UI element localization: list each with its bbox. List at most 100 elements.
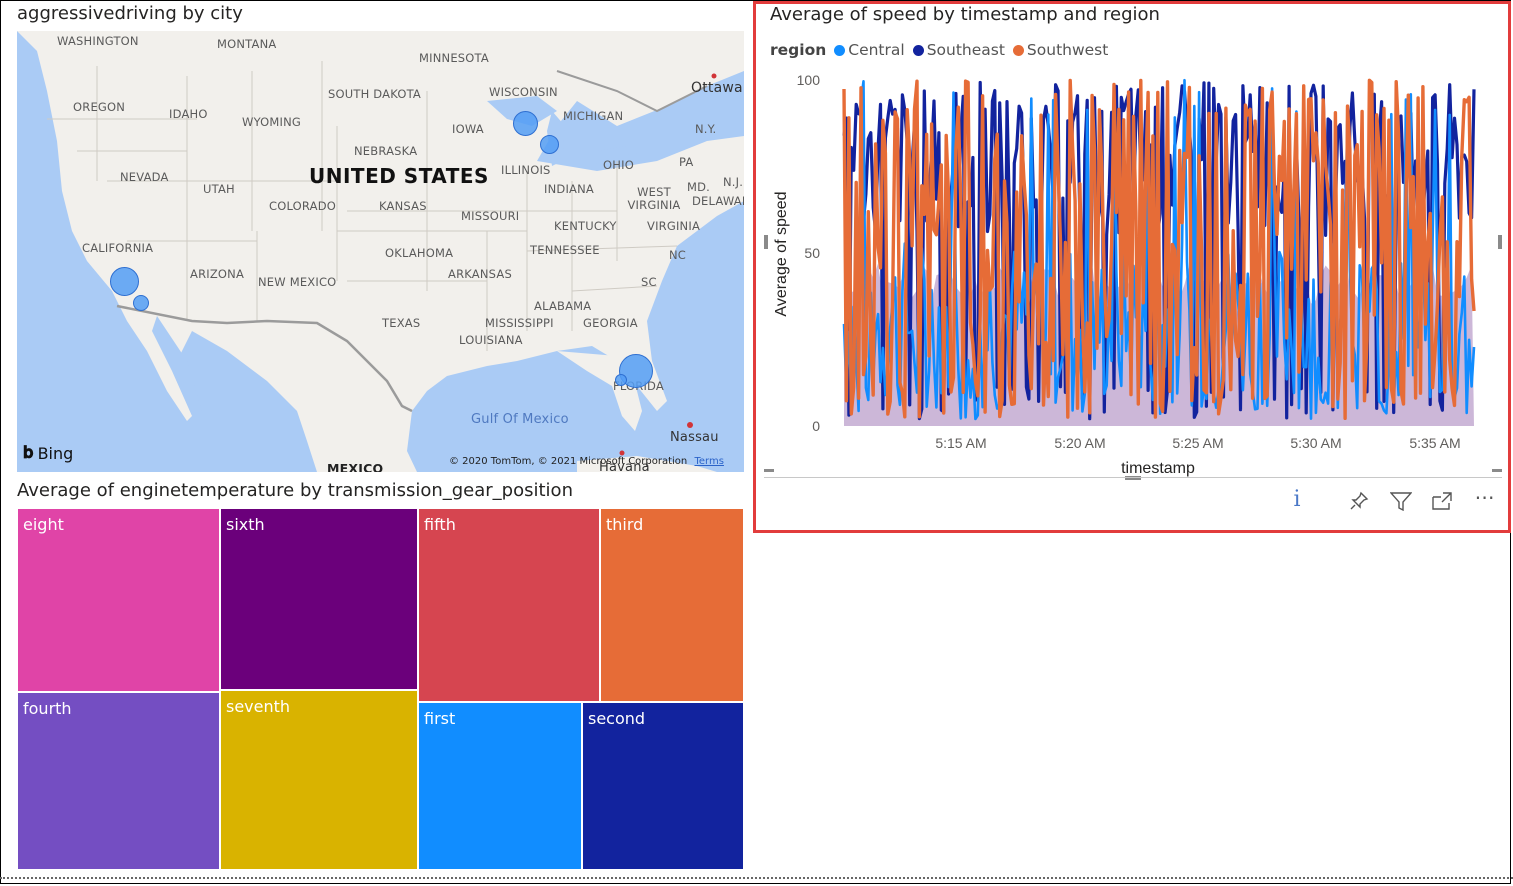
x-tick-label: 5:35 AM [1409,435,1460,451]
label-west-virginia: WEST VIRGINIA [627,185,681,212]
legend-item-southeast[interactable]: Southeast [912,41,1005,59]
x-tick-label: 5:15 AM [935,435,986,451]
legend-dot [912,44,924,56]
label-md: MD. [687,180,711,194]
treemap-label: eight [23,515,64,534]
treemap-cell-first[interactable]: first [418,702,582,870]
legend-label: Southwest [1026,41,1109,59]
legend-item-southwest[interactable]: Southwest [1012,41,1109,59]
treemap-cell-seventh[interactable]: seventh [220,690,418,870]
treemap-cell-eight[interactable]: eight [17,508,220,692]
label-alabama: ALABAMA [534,299,592,313]
treemap-label: first [424,709,456,728]
terms-link[interactable]: Terms [694,456,724,467]
map-visual[interactable]: WASHINGTON MONTANA MINNESOTA WISCONSIN O… [17,31,744,472]
label-illinois: ILLINOIS [501,163,551,177]
label-montana: MONTANA [217,37,277,51]
label-wyoming: WYOMING [242,115,302,129]
chart-title: Average of speed by timestamp and region [770,4,1160,25]
label-mexico: MEXICO [327,461,384,472]
filter-icon[interactable] [1388,488,1414,514]
chart-legend: region Central Southeast Southwest [770,41,1116,59]
y-tick-label: 100 [797,72,821,88]
label-mississippi: MISSISSIPPI [485,316,554,330]
label-california: CALIFORNIA [82,241,154,255]
pin-icon[interactable] [1346,488,1372,514]
city-bubble-fort-lauderdale[interactable] [615,374,627,386]
label-delaware: DELAWARE [692,194,744,208]
label-united-states: UNITED STATES [309,164,489,188]
x-tick-label: 5:20 AM [1054,435,1105,451]
treemap-label: third [606,515,644,534]
label-minnesota: MINNESOTA [419,51,489,65]
x-axis-title: timestamp [1121,460,1195,477]
treemap-visual: eight sixth fifth third fourth seventh f… [17,508,744,870]
city-bubble-los-angeles[interactable] [110,267,139,296]
chart-plot: 0 50 100 5:15 AM 5:20 AM 5:25 AM 5:30 AM 5:35 A… [773,72,1476,477]
label-nassau: Nassau [670,430,719,445]
legend-item-central[interactable]: Central [834,41,905,59]
label-pa: PA [679,155,694,169]
label-virginia: VIRGINIA [647,219,701,233]
label-nebraska: NEBRASKA [354,144,418,158]
label-ohio: OHIO [603,158,634,172]
x-tick-label: 5:25 AM [1172,435,1223,451]
label-ottawa: Ottawa [691,80,743,96]
legend-title: region [770,41,827,59]
more-options-icon[interactable]: ⋯ [1474,485,1496,509]
label-tennessee: TENNESSEE [530,243,600,257]
city-bubble-milwaukee[interactable] [513,111,538,136]
resize-handle-left[interactable] [764,235,768,249]
resize-handle-bottom[interactable] [1125,476,1141,480]
treemap-cell-second[interactable]: second [582,702,744,870]
page-bottom-divider [0,877,1513,879]
tile-divider [764,477,1502,478]
info-icon[interactable]: i [1293,486,1301,512]
label-kansas: KANSAS [379,199,427,213]
speed-line-chart-tile[interactable]: Average of speed by timestamp and region… [753,1,1511,533]
label-arizona: ARIZONA [190,267,245,281]
bing-logo: 𝐛 Bing [23,443,73,463]
y-axis-title: Average of speed [773,191,790,316]
label-new-mexico: NEW MEXICO [258,275,337,289]
label-kentucky: KENTUCKY [554,219,617,233]
city-bubble-chicago[interactable] [540,135,559,154]
resize-corner-bl[interactable] [764,469,774,472]
map-title: aggressivedriving by city [17,3,243,24]
label-wisconsin: WISCONSIN [489,85,558,99]
label-nj: N.J. [723,175,744,189]
label-texas: TEXAS [382,316,421,330]
treemap-label: seventh [226,697,291,716]
y-tick-label: 0 [812,418,820,434]
focus-mode-icon[interactable] [1429,488,1455,514]
legend-dot [1012,44,1024,56]
city-bubble-san-diego[interactable] [133,295,149,311]
treemap-cell-sixth[interactable]: sixth [220,508,418,690]
attribution-text: © 2020 TomTom, © 2021 Microsoft Corporat… [449,456,688,467]
series-line-southwest [842,78,1476,420]
treemap-label: sixth [226,515,265,534]
treemap-cell-fourth[interactable]: fourth [17,692,220,870]
label-nc: NC [669,248,687,262]
resize-handle-right[interactable] [1498,235,1502,249]
bing-label: Bing [37,443,74,463]
treemap-cell-third[interactable]: third [600,508,744,702]
label-gulf-of-mexico: Gulf Of Mexico [471,412,569,427]
map-attribution: © 2020 TomTom, © 2021 Microsoft Corporat… [449,456,724,467]
treemap-cell-fifth[interactable]: fifth [418,508,600,702]
bing-icon: 𝐛 [23,443,34,463]
legend-label: Central [848,41,905,59]
label-missouri: MISSOURI [461,209,520,223]
label-sc: SC [641,275,657,289]
label-iowa: IOWA [452,122,484,136]
label-michigan: MICHIGAN [563,109,624,123]
label-oregon: OREGON [73,100,126,114]
x-tick-label: 5:30 AM [1290,435,1341,451]
label-georgia: GEORGIA [583,316,638,330]
treemap-label: fifth [424,515,456,534]
legend-label: Southeast [926,41,1005,59]
treemap-label: second [588,709,646,728]
resize-corner-br[interactable] [1492,469,1502,472]
label-utah: UTAH [203,182,235,196]
label-colorado: COLORADO [269,199,337,213]
